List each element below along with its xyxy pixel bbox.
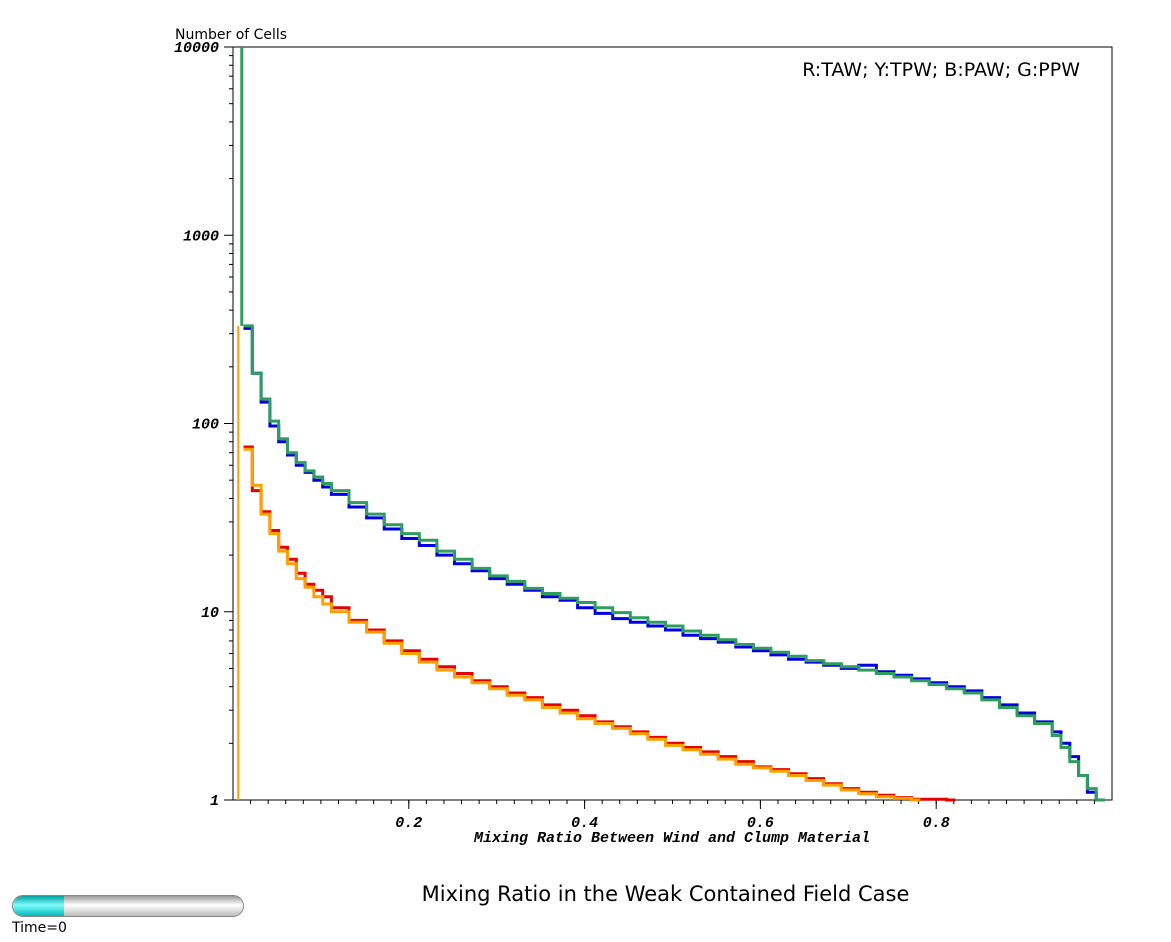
y-ticks: 1 10 100 1000 10000	[174, 40, 233, 810]
y-tick-label: 100	[192, 417, 219, 434]
plot-frame	[232, 46, 1113, 801]
legend: R:TAW; Y:TPW; B:PAW; G:PPW	[802, 59, 1080, 81]
time-slider-fill	[13, 896, 64, 916]
time-label: Time=0	[12, 920, 67, 936]
series-taw	[243, 445, 956, 802]
chart-title: Mixing Ratio in the Weak Contained Field…	[421, 882, 910, 906]
series-paw	[243, 326, 1098, 800]
y-tick-label: 1000	[183, 228, 219, 245]
y-tick-label: 1	[210, 793, 219, 810]
series-layer	[237, 47, 1105, 802]
y-axis-label: Number of Cells	[175, 27, 287, 43]
x-tick-label: 0.2	[395, 815, 422, 832]
x-tick-label: 0.4	[571, 815, 598, 832]
time-slider[interactable]	[12, 895, 244, 917]
x-tick-label: 0.6	[747, 815, 774, 832]
series-ppw	[243, 324, 1105, 802]
x-ticks: 0.2 0.4 0.6 0.8	[395, 800, 950, 832]
y-tick-label: 10	[201, 605, 219, 622]
series-tpw	[243, 447, 921, 802]
minor-ticks	[229, 55, 1095, 804]
y-tick-label: 10000	[174, 40, 219, 57]
x-tick-label: 0.8	[923, 815, 950, 832]
x-axis-label: Mixing Ratio Between Wind and Clump Mate…	[473, 830, 870, 847]
